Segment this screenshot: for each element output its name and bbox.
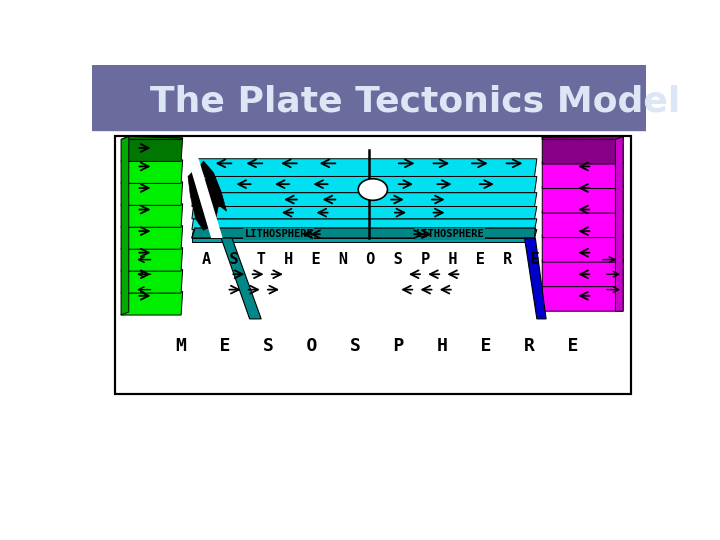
Text: M   E   S   O   S   P   H   E   R   E: M E S O S P H E R E — [176, 337, 578, 355]
Polygon shape — [616, 137, 623, 311]
Ellipse shape — [359, 179, 387, 200]
Polygon shape — [121, 180, 183, 205]
Polygon shape — [121, 137, 183, 161]
Polygon shape — [542, 210, 623, 238]
Bar — [115, 136, 631, 394]
Polygon shape — [121, 290, 183, 315]
Polygon shape — [121, 137, 183, 139]
Polygon shape — [192, 238, 534, 242]
Polygon shape — [192, 219, 537, 230]
Polygon shape — [192, 177, 537, 193]
Polygon shape — [525, 238, 546, 319]
Polygon shape — [542, 259, 623, 287]
Bar — [92, 130, 647, 481]
Polygon shape — [542, 185, 623, 213]
Text: A  S  T  H  E  N  O  S  P  H  E  R  E: A S T H E N O S P H E R E — [202, 252, 539, 267]
Polygon shape — [121, 224, 183, 249]
Polygon shape — [121, 158, 183, 184]
Polygon shape — [192, 159, 537, 177]
Polygon shape — [188, 173, 219, 231]
Polygon shape — [121, 137, 129, 315]
Polygon shape — [121, 268, 183, 293]
Polygon shape — [221, 238, 261, 319]
Polygon shape — [542, 161, 623, 188]
Text: The Plate Tectonics Model: The Plate Tectonics Model — [150, 85, 680, 119]
Polygon shape — [192, 230, 537, 238]
Polygon shape — [542, 234, 623, 262]
Polygon shape — [183, 142, 222, 238]
Polygon shape — [121, 246, 183, 271]
Polygon shape — [542, 284, 623, 311]
Text: LITHOSPHERE: LITHOSPHERE — [245, 229, 313, 239]
Text: LITHOSPHERE: LITHOSPHERE — [415, 229, 485, 239]
Polygon shape — [199, 161, 227, 211]
Polygon shape — [121, 202, 183, 227]
Polygon shape — [542, 137, 623, 139]
Bar — [115, 136, 631, 394]
Polygon shape — [192, 193, 537, 206]
Polygon shape — [192, 228, 535, 238]
Polygon shape — [192, 206, 537, 219]
Polygon shape — [542, 137, 623, 164]
Bar — [92, 65, 647, 130]
